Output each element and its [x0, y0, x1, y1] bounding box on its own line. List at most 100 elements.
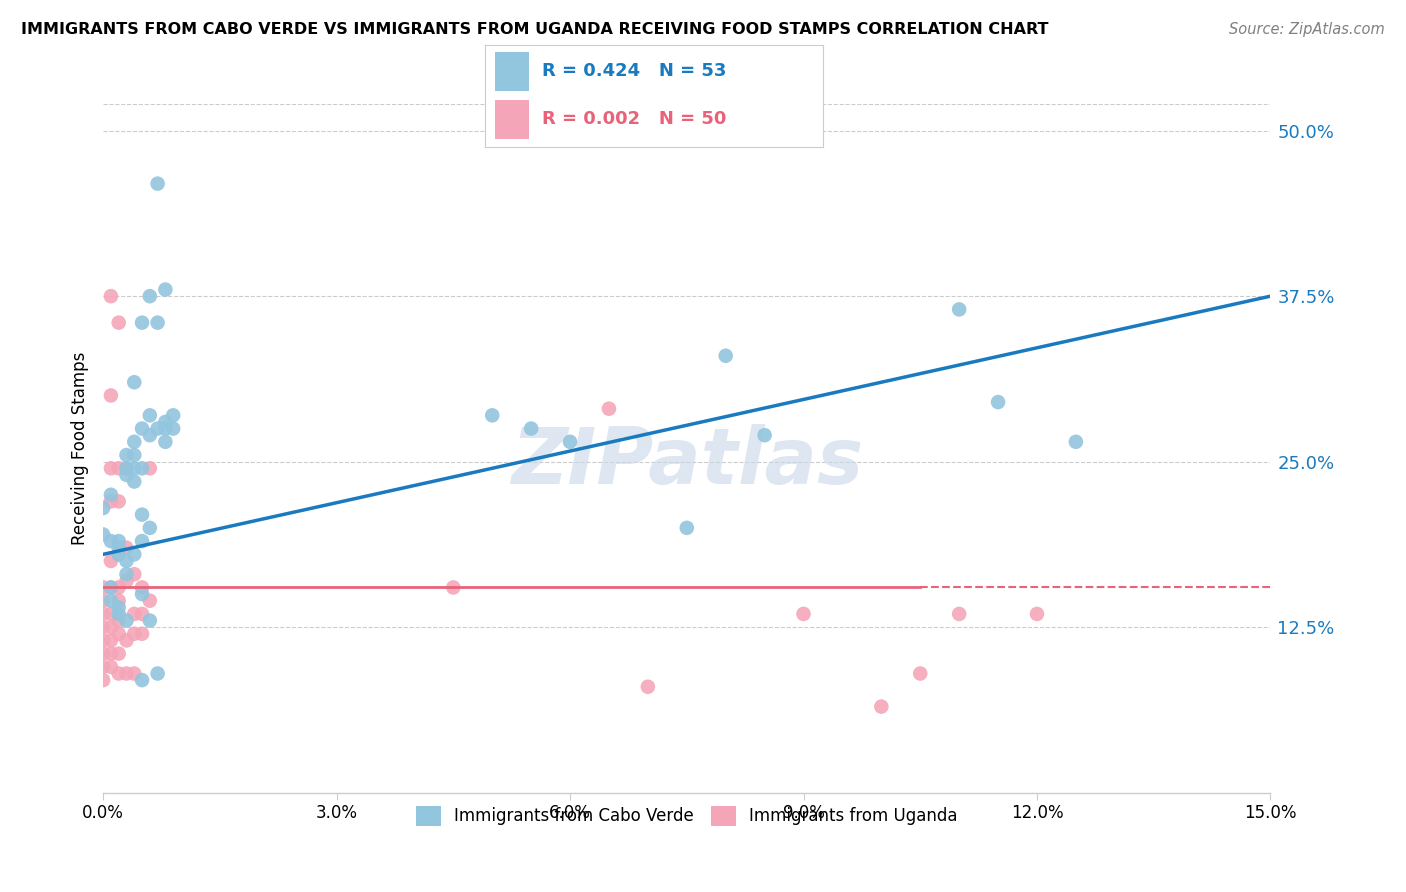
Point: [107, 593, 129, 607]
Point: [122, 434, 145, 449]
Point: [100, 554, 122, 568]
Point: [131, 581, 153, 595]
Point: [987, 395, 1010, 409]
Legend: Immigrants from Cabo Verde, Immigrants from Uganda: Immigrants from Cabo Verde, Immigrants f…: [409, 799, 965, 832]
Point: [122, 567, 145, 582]
Point: [675, 521, 697, 535]
Point: [91, 607, 114, 621]
Point: [754, 428, 776, 442]
Point: [146, 666, 169, 681]
Point: [91, 633, 114, 648]
Point: [100, 633, 122, 648]
Point: [91, 673, 114, 687]
Point: [948, 607, 970, 621]
Point: [139, 289, 162, 303]
Point: [107, 607, 129, 621]
Point: [139, 409, 162, 423]
Point: [131, 461, 153, 475]
Point: [91, 501, 114, 516]
Text: ZIPatlas: ZIPatlas: [510, 425, 863, 500]
Point: [131, 587, 153, 601]
Point: [91, 620, 114, 634]
Text: R = 0.424   N = 53: R = 0.424 N = 53: [543, 62, 727, 80]
Text: Source: ZipAtlas.com: Source: ZipAtlas.com: [1229, 22, 1385, 37]
Bar: [495, 52, 529, 91]
Point: [91, 660, 114, 674]
Point: [115, 461, 138, 475]
Point: [131, 534, 153, 549]
Point: [146, 421, 169, 435]
Point: [107, 614, 129, 628]
Point: [100, 593, 122, 607]
Point: [139, 521, 162, 535]
Point: [155, 283, 177, 297]
Point: [637, 680, 659, 694]
Point: [122, 547, 145, 561]
Point: [122, 607, 145, 621]
Point: [100, 461, 122, 475]
Point: [131, 316, 153, 330]
Point: [115, 567, 138, 582]
Point: [146, 316, 169, 330]
Point: [107, 666, 129, 681]
Point: [162, 421, 184, 435]
Point: [115, 541, 138, 555]
Point: [910, 666, 932, 681]
Point: [107, 627, 129, 641]
Point: [107, 534, 129, 549]
Point: [100, 660, 122, 674]
Point: [122, 461, 145, 475]
Point: [131, 508, 153, 522]
Point: [441, 581, 464, 595]
Point: [122, 475, 145, 489]
Point: [481, 409, 503, 423]
Point: [115, 467, 138, 482]
Y-axis label: Receiving Food Stamps: Receiving Food Stamps: [72, 351, 89, 545]
Point: [107, 547, 129, 561]
Point: [100, 647, 122, 661]
Point: [91, 527, 114, 541]
Point: [139, 593, 162, 607]
Point: [115, 574, 138, 588]
Point: [139, 428, 162, 442]
Point: [122, 376, 145, 390]
Point: [122, 666, 145, 681]
Point: [131, 421, 153, 435]
Point: [139, 461, 162, 475]
Point: [100, 534, 122, 549]
Point: [115, 448, 138, 462]
Point: [107, 541, 129, 555]
Point: [948, 302, 970, 317]
Text: R = 0.002   N = 50: R = 0.002 N = 50: [543, 111, 727, 128]
Point: [1064, 434, 1087, 449]
Point: [115, 554, 138, 568]
Point: [100, 289, 122, 303]
Point: [131, 627, 153, 641]
Point: [155, 434, 177, 449]
Point: [520, 421, 543, 435]
Point: [792, 607, 814, 621]
Point: [131, 607, 153, 621]
Point: [107, 494, 129, 508]
Point: [714, 349, 737, 363]
Point: [155, 415, 177, 429]
Point: [100, 388, 122, 402]
Point: [122, 627, 145, 641]
Point: [107, 547, 129, 561]
Point: [107, 316, 129, 330]
Point: [115, 614, 138, 628]
Point: [100, 607, 122, 621]
Point: [122, 448, 145, 462]
Point: [115, 461, 138, 475]
Point: [107, 461, 129, 475]
Point: [146, 177, 169, 191]
Point: [91, 593, 114, 607]
Point: [100, 581, 122, 595]
Point: [100, 488, 122, 502]
Point: [115, 633, 138, 648]
Point: [1026, 607, 1049, 621]
Point: [115, 666, 138, 681]
Point: [155, 421, 177, 435]
Point: [139, 614, 162, 628]
Point: [91, 581, 114, 595]
